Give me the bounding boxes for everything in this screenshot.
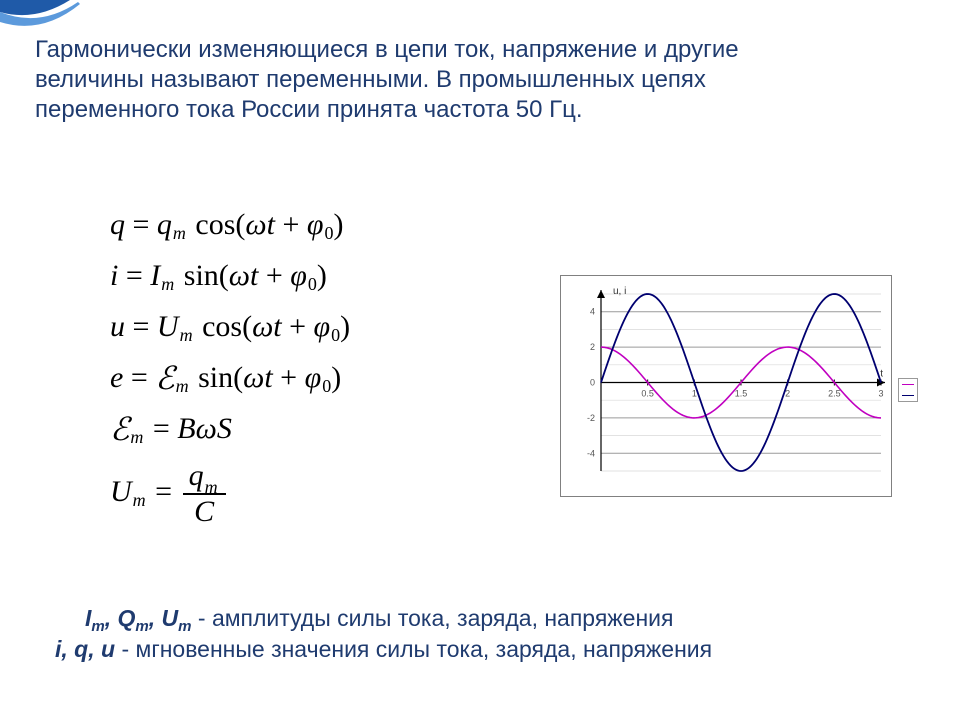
formula-block: q = qm cos (ωt + φ0) i = Im sin (ωt + φ0… xyxy=(110,195,350,525)
svg-text:4: 4 xyxy=(590,307,595,317)
formula-emf: ℰm = BωS xyxy=(110,408,350,450)
chart-legend xyxy=(898,378,918,402)
formula-u: u = Um cos (ωt + φ0) xyxy=(110,306,350,348)
formula-Um: Um = qm C xyxy=(110,459,350,525)
formula-q: q = qm cos (ωt + φ0) xyxy=(110,204,350,246)
svg-text:3: 3 xyxy=(878,389,883,399)
svg-text:2: 2 xyxy=(590,342,595,352)
svg-text:2.5: 2.5 xyxy=(828,389,841,399)
waveform-chart: -4-20240.511.522.53u, it xyxy=(560,275,892,497)
intro-paragraph: Гармонически изменяющиеся в цепи ток, на… xyxy=(35,35,815,125)
svg-text:0: 0 xyxy=(590,378,595,388)
svg-text:-2: -2 xyxy=(587,413,595,423)
formula-i: i = Im sin (ωt + φ0) xyxy=(110,255,350,297)
svg-text:u, i: u, i xyxy=(613,286,626,297)
formula-e: e = ℰm sin (ωt + φ0) xyxy=(110,357,350,399)
slide: Гармонически изменяющиеся в цепи ток, на… xyxy=(0,0,960,720)
svg-text:-4: -4 xyxy=(587,448,595,458)
footer-definitions: Im, Qm, Um - амплитуды силы тока, заряда… xyxy=(55,603,905,665)
svg-text:0.5: 0.5 xyxy=(641,389,654,399)
footer-line-instantaneous: i, q, u - мгновенные значения силы тока,… xyxy=(55,634,905,665)
svg-text:t: t xyxy=(880,369,883,380)
footer-line-amplitudes: Im, Qm, Um - амплитуды силы тока, заряда… xyxy=(85,603,905,634)
svg-text:1.5: 1.5 xyxy=(735,389,748,399)
